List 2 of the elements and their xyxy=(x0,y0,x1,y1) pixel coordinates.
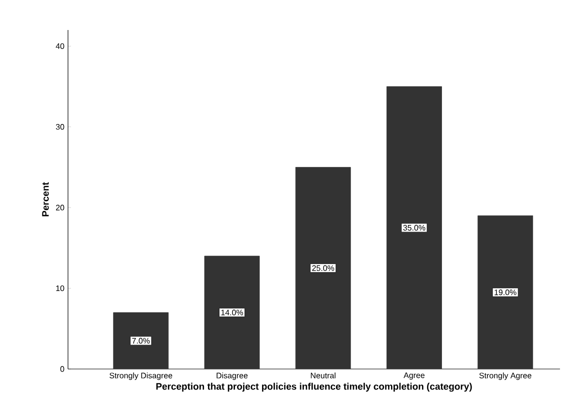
y-axis-title: Percent xyxy=(42,182,49,216)
x-axis-title: Perception that project policies influence timely completion (category) xyxy=(156,382,472,392)
